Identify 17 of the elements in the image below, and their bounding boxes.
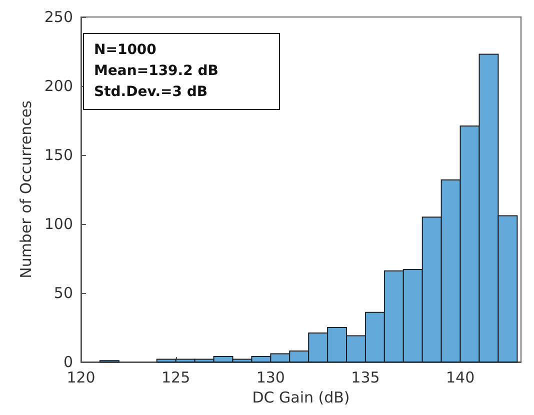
x-tick-label: 140 bbox=[446, 368, 475, 386]
y-tick-label: 100 bbox=[44, 215, 73, 233]
x-tick-label: 135 bbox=[351, 368, 380, 386]
x-tick-label: 125 bbox=[162, 368, 190, 386]
annotation: N=1000 bbox=[94, 41, 158, 60]
y-tick-label: 0 bbox=[63, 353, 73, 371]
y-tick-label: 250 bbox=[44, 8, 73, 26]
y-axis-title: Number of Occurrences bbox=[16, 100, 35, 278]
x-axis-title: DC Gain (dB) bbox=[252, 388, 350, 406]
text-box: N=1000 Mean=139.2 dB Std.Dev.=3 dB bbox=[83, 33, 280, 110]
x-tick-label: 130 bbox=[256, 368, 285, 386]
y-tick-label: 200 bbox=[44, 77, 73, 95]
x-tick-label: 120 bbox=[66, 368, 96, 386]
y-tick-label: 50 bbox=[54, 284, 73, 302]
annotation: Mean=139.2 dB bbox=[94, 62, 220, 81]
annotation: Std.Dev.=3 dB bbox=[94, 83, 209, 102]
y-tick-label: 150 bbox=[44, 146, 73, 164]
